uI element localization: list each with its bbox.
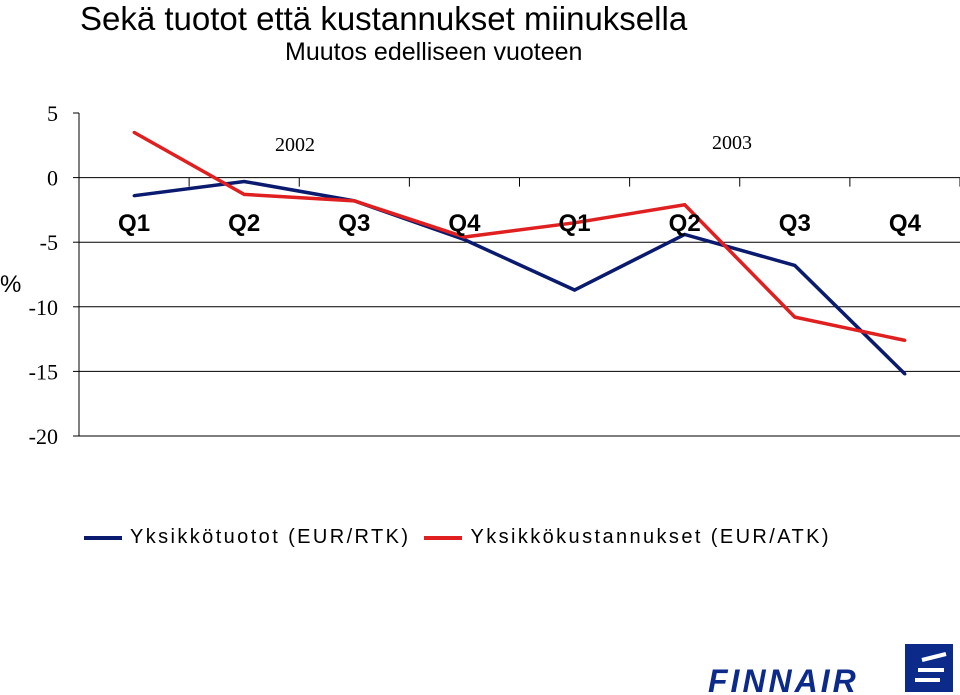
chart-title: Sekä tuotot että kustannukset miinuksell… [80,0,688,37]
legend-item-revenue: Yksikkötuotot (EUR/RTK) [84,526,410,549]
data-point [462,238,466,242]
y-axis-label: % [0,271,21,298]
year-label-2003: 2003 [712,132,752,154]
data-point [573,221,577,225]
x-tick-label: Q2 [669,210,701,237]
data-point [352,199,356,203]
data-point [683,203,687,207]
y-tick-label: -20 [29,424,58,449]
legend: Yksikkötuotot (EUR/RTK) Yksikkökustannuk… [84,526,845,549]
finnair-logo: FINNAIR [708,644,953,695]
series-line-revenue [133,179,907,376]
x-tick-labels: Q1 Q2 Q3 Q4 Q1 Q2 Q3 Q4 [118,210,922,237]
x-tick-label: Q3 [338,210,370,237]
legend-swatch-cost [424,535,463,540]
legend-swatch-revenue [84,535,122,540]
legend-item-cost: Yksikkökustannukset (EUR/ATK) [424,526,830,549]
y-tick-label: 5 [47,101,58,126]
axes [73,112,960,437]
gridlines [79,177,960,437]
y-tick-label: -15 [29,359,58,384]
legend-label-revenue: Yksikkötuotot (EUR/RTK) [130,526,411,548]
legend-label-cost: Yksikkökustannukset (EUR/ATK) [470,526,831,548]
x-tick-label: Q4 [448,210,481,237]
data-point [903,338,907,342]
data-point [573,288,577,292]
data-point [793,263,797,267]
data-point [903,372,907,376]
data-point [793,315,797,319]
y-tick-label: -5 [40,230,58,255]
finnair-wordmark: FINNAIR [708,663,859,695]
y-tick-label: -10 [29,295,58,320]
y-tick-labels: 5 0 -5 -10 -15 -20 [29,101,58,449]
line-chart: 5 0 -5 -10 -15 -20 % 2002 2003 Q1 Q2 Q3 Q4 Q1 Q2 Q3… [0,101,960,449]
series-lines [132,130,907,376]
chart-subtitle: Muutos edelliseen vuoteen [285,38,583,66]
x-tick-label: Q1 [559,210,591,237]
x-tick-label: Q3 [779,210,811,237]
data-point [242,192,246,196]
data-point [242,179,246,183]
x-tick-label: Q2 [228,210,260,237]
year-label-2002: 2002 [275,134,315,156]
data-point [683,232,687,236]
y-tick-label: 0 [47,166,58,191]
x-tick-label: Q1 [118,210,150,237]
data-point [462,235,466,239]
data-point [132,130,136,134]
series-line-cost [133,130,906,343]
x-tick-label: Q4 [889,210,922,237]
finnair-emblem [905,644,953,692]
data-point [132,194,136,198]
